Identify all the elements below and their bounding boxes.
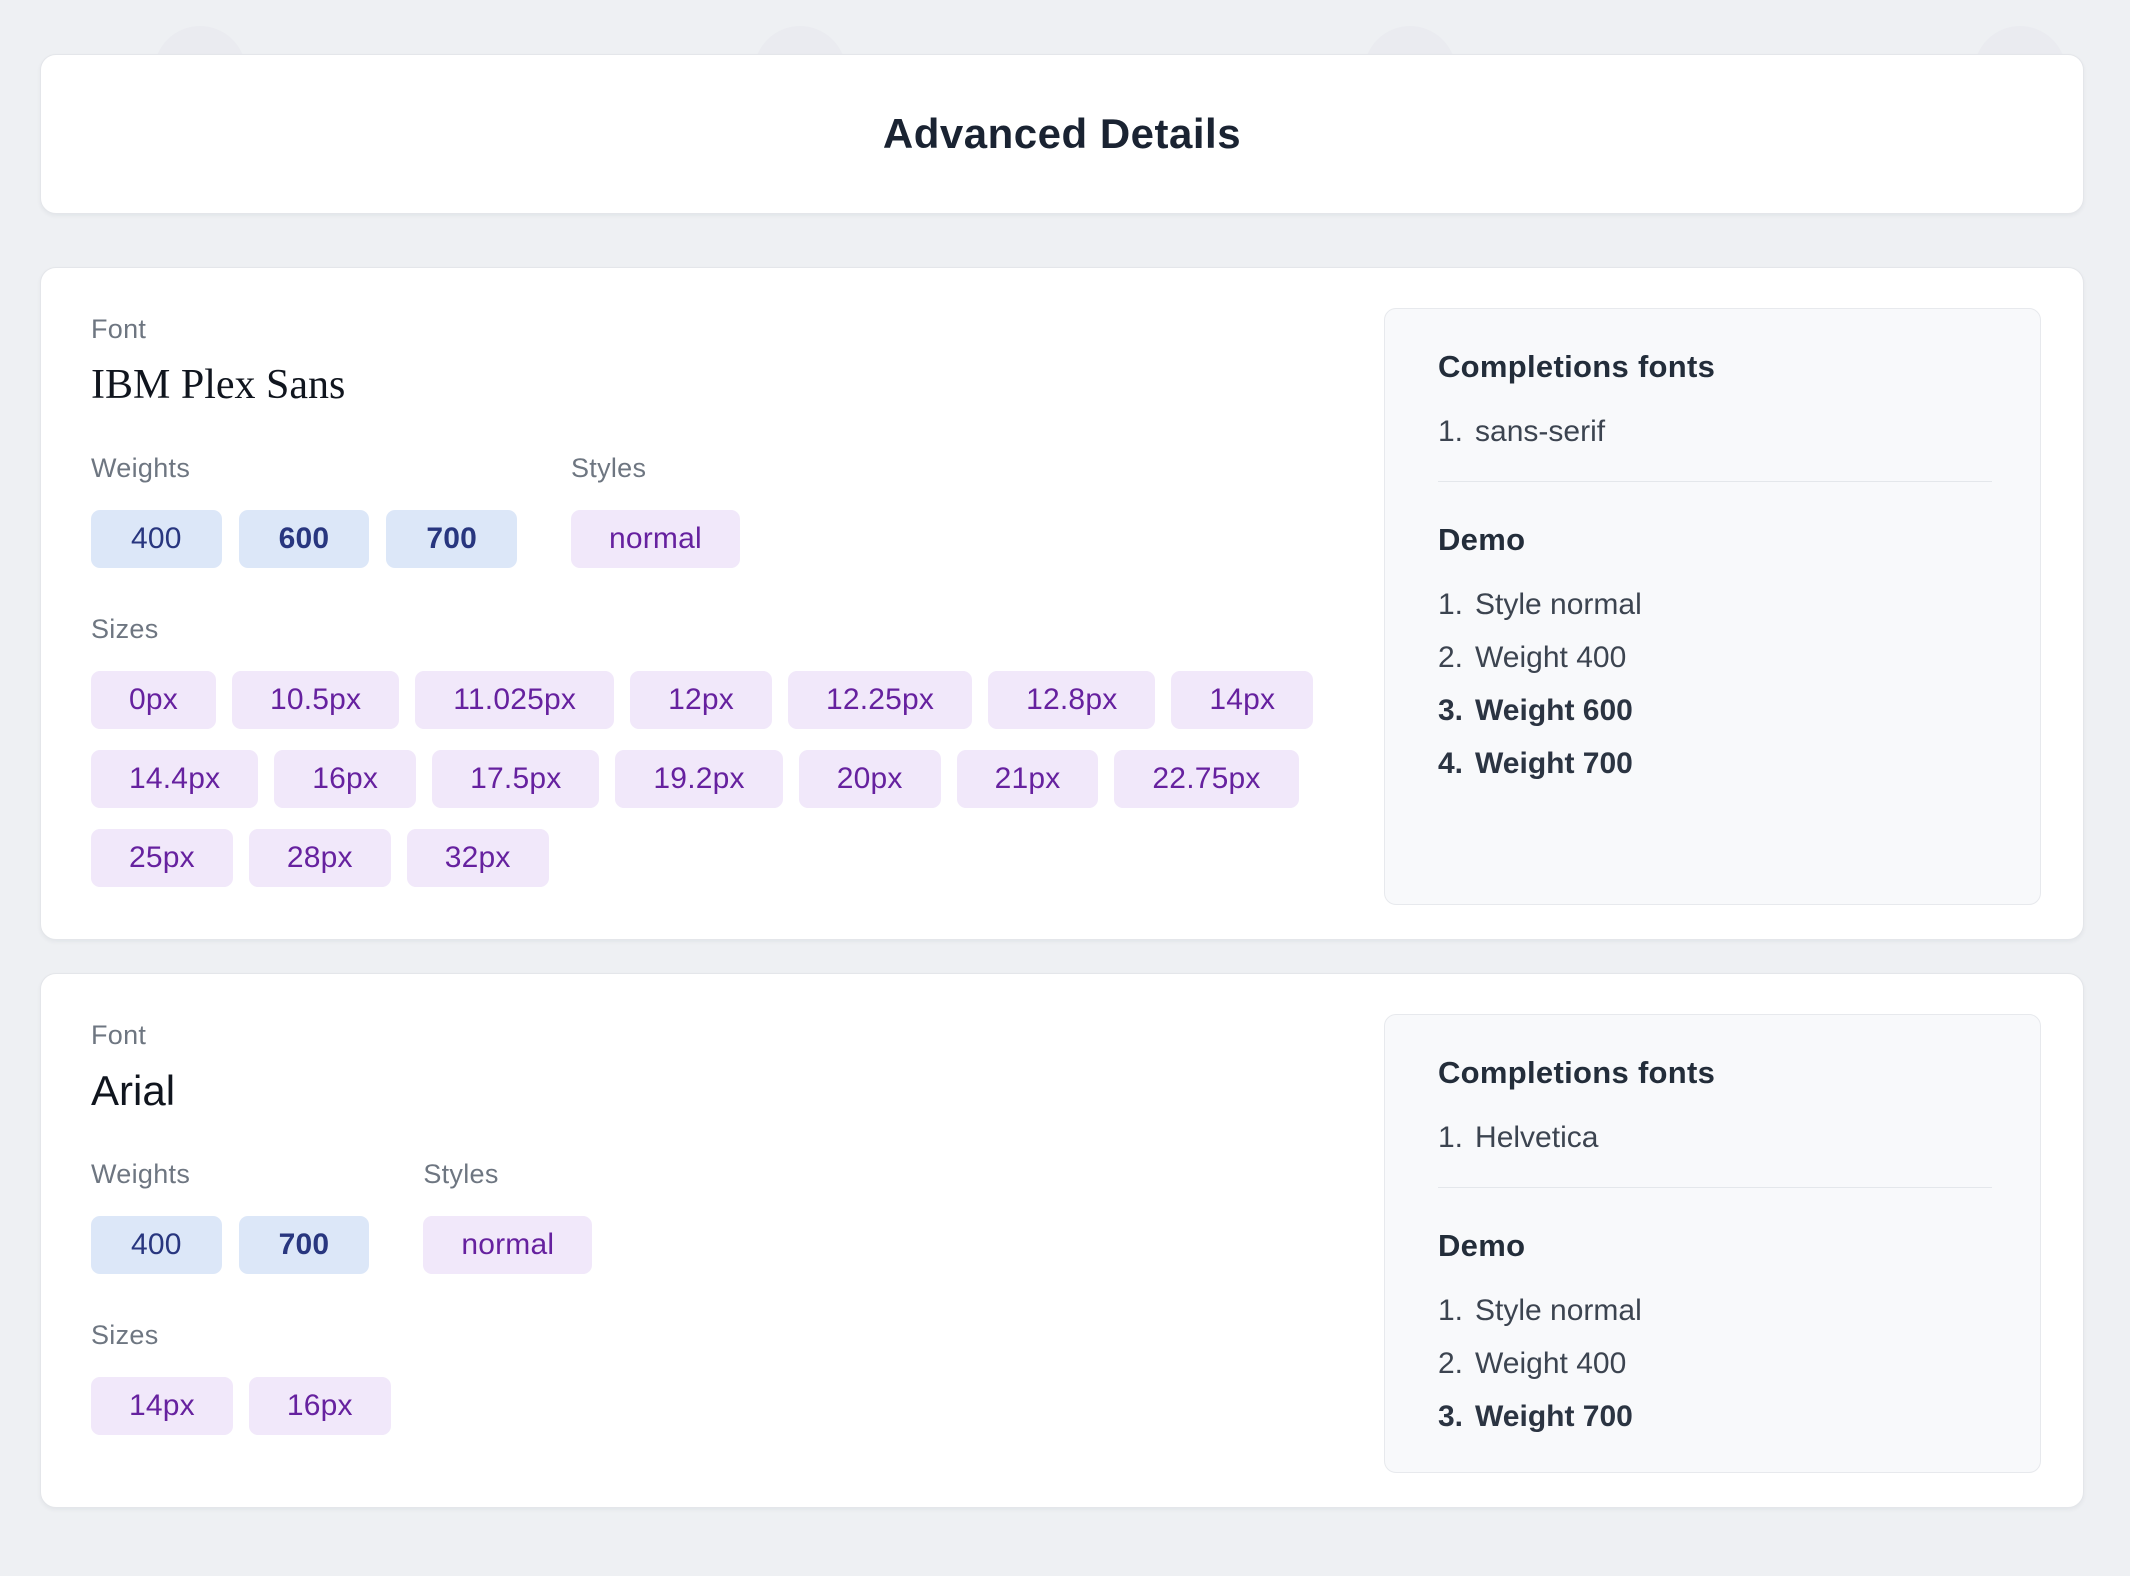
completions-heading: Completions fonts [1438, 349, 1716, 384]
demo-heading: Demo [1438, 1228, 1526, 1263]
list-item-text: sans-serif [1475, 415, 1606, 448]
page-title: Advanced Details [882, 110, 1242, 157]
demo-item: 3. Weight 700 [1438, 1402, 1992, 1432]
size-chip: 12px [630, 671, 772, 729]
font-card-arial: Font Arial Weights 400 700 Styles normal … [40, 973, 2084, 1508]
size-chip: 20px [798, 750, 941, 808]
completions-list: 1. sans-serif [1438, 417, 1992, 447]
size-chip: 21px [956, 750, 1099, 808]
styles-chips: normal [570, 510, 740, 568]
size-chip: 22.75px [1114, 750, 1299, 808]
weight-chip: 600 [238, 510, 370, 568]
panel-divider [1438, 1187, 1992, 1188]
sizes-chips: 0px 10.5px 11.025px 12px 12.25px 12.8px 14px 14… [91, 671, 1344, 887]
demo-heading: Demo [1438, 522, 1526, 557]
list-item-text: Style normal [1475, 588, 1642, 621]
list-item-text: Weight 700 [1475, 1400, 1633, 1433]
weights-label: Weights [91, 453, 191, 483]
weights-group: Weights 400 600 700 [91, 453, 517, 568]
size-chip: 25px [91, 829, 233, 887]
demo-item: 1. Style normal [1438, 1296, 1992, 1326]
size-chip: 11.025px [415, 671, 615, 729]
font-label: Font [91, 314, 147, 344]
styles-chips: normal [423, 1216, 593, 1274]
demo-list: 1. Style normal 2. Weight 400 3. Weight 700 [1438, 1296, 1992, 1432]
list-item-text: Weight 700 [1475, 747, 1633, 780]
size-chip: 17.5px [432, 750, 600, 808]
font-details: Font IBM Plex Sans Weights 400 600 700 Sty… [91, 268, 1384, 905]
size-chip: 32px [406, 829, 549, 887]
style-chip: normal [570, 510, 740, 568]
styles-label: Styles [570, 453, 647, 483]
size-chip: 14px [91, 1377, 233, 1435]
font-name: IBM Plex Sans [91, 362, 346, 408]
weights-styles-row: Weights 400 700 Styles normal [91, 1159, 1344, 1274]
list-item-text: Helvetica [1475, 1121, 1599, 1154]
size-chip: 12.25px [787, 671, 973, 729]
completions-heading: Completions fonts [1438, 1055, 1716, 1090]
size-chip: 12.8px [988, 671, 1156, 729]
list-item-number: 4. [1438, 747, 1464, 780]
list-item-number: 1. [1438, 1294, 1464, 1327]
weight-chip: 400 [91, 1216, 222, 1274]
list-item-number: 1. [1438, 415, 1464, 448]
styles-group: Styles normal [570, 453, 740, 568]
font-details: Font Arial Weights 400 700 Styles normal … [91, 974, 1384, 1473]
demo-list: 1. Style normal 2. Weight 400 3. Weight 600 4.… [1438, 590, 1992, 779]
weights-chips: 400 600 700 [91, 510, 517, 568]
list-item-number: 2. [1438, 1347, 1464, 1380]
weight-chip: 700 [238, 1216, 370, 1274]
demo-item: 2. Weight 400 [1438, 643, 1992, 673]
style-chip: normal [423, 1216, 593, 1274]
list-item-number: 2. [1438, 641, 1464, 674]
styles-label: Styles [423, 1159, 499, 1189]
size-chip: 16px [274, 750, 417, 808]
completion-font-item: 1. sans-serif [1438, 417, 1992, 447]
size-chip: 14.4px [91, 750, 259, 808]
list-item-number: 3. [1438, 694, 1464, 727]
weights-label: Weights [91, 1159, 191, 1189]
list-item-number: 1. [1438, 588, 1464, 621]
list-item-number: 1. [1438, 1121, 1464, 1154]
completion-font-item: 1. Helvetica [1438, 1123, 1992, 1153]
list-item-text: Style normal [1475, 1294, 1642, 1327]
demo-item: 1. Style normal [1438, 590, 1992, 620]
sizes-chips: 14px 16px [91, 1377, 1344, 1435]
size-chip: 14px [1171, 671, 1314, 729]
font-name: Arial [91, 1067, 176, 1114]
demo-item: 4. Weight 700 [1438, 749, 1992, 779]
list-item-text: Weight 400 [1475, 1347, 1627, 1380]
weights-group: Weights 400 700 [91, 1159, 370, 1274]
weights-styles-row: Weights 400 600 700 Styles normal [91, 453, 1344, 568]
completions-panel: Completions fonts 1. Helvetica Demo 1. Sty… [1384, 1014, 2041, 1473]
weight-chip: 700 [386, 510, 517, 568]
weights-chips: 400 700 [91, 1216, 370, 1274]
sizes-label: Sizes [91, 1320, 159, 1350]
size-chip: 0px [91, 671, 216, 729]
sizes-label: Sizes [91, 614, 159, 644]
styles-group: Styles normal [423, 1159, 593, 1274]
completions-list: 1. Helvetica [1438, 1123, 1992, 1153]
weight-chip: 400 [91, 510, 222, 568]
list-item-text: Weight 600 [1475, 694, 1633, 727]
font-card-ibm-plex-sans: Font IBM Plex Sans Weights 400 600 700 Sty… [40, 267, 2084, 940]
font-label: Font [91, 1020, 147, 1050]
size-chip: 16px [248, 1377, 391, 1435]
panel-divider [1438, 481, 1992, 482]
demo-item: 3. Weight 600 [1438, 696, 1992, 726]
demo-item: 2. Weight 400 [1438, 1349, 1992, 1379]
list-item-text: Weight 400 [1475, 641, 1627, 674]
size-chip: 28px [248, 829, 391, 887]
completions-panel: Completions fonts 1. sans-serif Demo 1. St… [1384, 308, 2041, 905]
size-chip: 10.5px [231, 671, 400, 729]
size-chip: 19.2px [615, 750, 783, 808]
header-card: Advanced Details [40, 54, 2084, 214]
list-item-number: 3. [1438, 1400, 1464, 1433]
